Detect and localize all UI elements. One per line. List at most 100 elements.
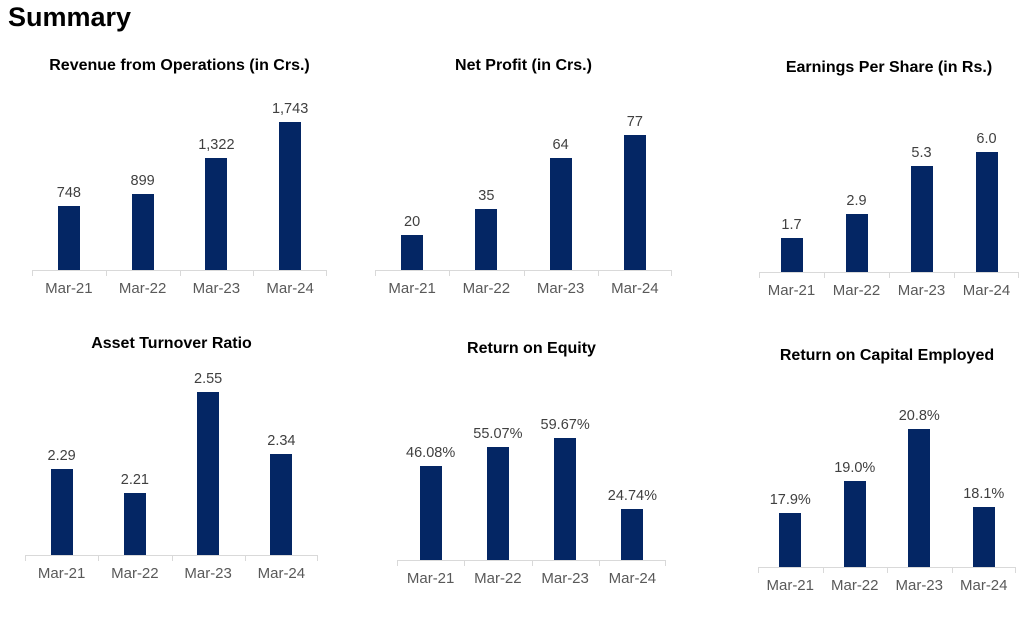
bar <box>57 206 80 270</box>
bar-column: 59.67% <box>532 417 599 560</box>
x-axis-label: Mar-24 <box>611 280 659 297</box>
x-axis-label: Mar-24 <box>959 577 1008 594</box>
plot-area: 17.9% 19.0% 20.8% 18.1% <box>758 375 1017 573</box>
axis-tick <box>597 270 599 276</box>
x-axis-label: Mar-24 <box>608 570 657 587</box>
bar <box>780 238 803 272</box>
bar-value-label: 1.7 <box>781 217 802 233</box>
axis-tick <box>671 270 672 276</box>
bar-value-label: 19.0% <box>834 460 876 476</box>
chart-title: Asset Turnover Ratio <box>91 335 252 352</box>
bar-column: 19.0% <box>823 460 888 567</box>
bar-value-label: 55.07% <box>473 426 523 442</box>
bar <box>50 469 73 555</box>
chart-title: Earnings Per Share (in Rs.) <box>785 59 993 76</box>
bar <box>401 235 424 270</box>
axis-tick <box>179 270 181 276</box>
bar-value-label: 64 <box>552 137 569 153</box>
bar-value-label: 18.1% <box>963 486 1005 502</box>
bar <box>205 158 228 270</box>
bar-column: 46.08% <box>397 445 464 560</box>
axis-tick <box>1015 567 1016 573</box>
bar-column: 55.07% <box>464 426 531 560</box>
x-axis-label: Mar-24 <box>257 565 306 582</box>
axis-tick <box>822 567 824 573</box>
x-axis-label: Mar-21 <box>388 280 436 297</box>
bar-column: 2.34 <box>245 433 318 555</box>
plot-area: 748 899 1,322 1,743 <box>32 85 327 276</box>
chart-asset-turnover-ratio: Asset Turnover Ratio 2.29 2.21 2.55 2.34 Ma… <box>25 335 318 594</box>
x-axis-label: Mar-23 <box>192 280 241 297</box>
chart-title: Return on Capital Employed <box>779 347 995 364</box>
bar <box>197 392 220 555</box>
axis-tick <box>375 270 376 276</box>
x-axis-label: Mar-21 <box>406 570 455 587</box>
bar-column: 6.0 <box>954 131 1019 272</box>
bar-column: 24.74% <box>599 488 666 560</box>
plot-area: 46.08% 55.07% 59.67% 24.74% <box>397 368 666 566</box>
bar-value-label: 1,322 <box>198 137 235 153</box>
bar <box>486 447 509 560</box>
axis-tick <box>1018 272 1019 278</box>
bar <box>549 158 572 270</box>
bar-column: 17.9% <box>758 492 823 567</box>
bar-column: 77 <box>598 114 672 270</box>
bar-value-label: 6.0 <box>976 131 997 147</box>
axis-tick <box>253 270 255 276</box>
bar-column: 64 <box>524 137 598 270</box>
x-axis-label: Mar-21 <box>45 280 93 297</box>
x-axis-label: Mar-24 <box>962 282 1011 299</box>
charts-grid: Revenue from Operations (in Crs.) 748 899… <box>0 57 1032 594</box>
axis-tick <box>758 567 759 573</box>
chart-earnings-per-share: Earnings Per Share (in Rs.) 1.7 2.9 5.3 6.0… <box>759 59 1019 299</box>
x-axis-labels: Mar-21 Mar-22 Mar-23 Mar-24 <box>32 280 327 297</box>
bar <box>270 454 293 555</box>
chart-title: Return on Equity <box>467 340 596 357</box>
axis-tick <box>171 555 173 561</box>
axis-tick <box>25 555 26 561</box>
bar <box>475 209 498 270</box>
bar-value-label: 2.55 <box>194 371 223 387</box>
axis-tick <box>759 272 760 278</box>
plot-area: 2.29 2.21 2.55 2.34 <box>25 363 318 561</box>
bar-value-label: 2.9 <box>846 193 867 209</box>
bar-value-label: 2.29 <box>47 448 76 464</box>
chart-return-on-capital-employed: Return on Capital Employed 17.9% 19.0% 20.… <box>758 347 1016 594</box>
bar-value-label: 46.08% <box>406 445 456 461</box>
bar <box>908 429 931 567</box>
bar-value-label: 20 <box>404 214 421 230</box>
bar-column: 18.1% <box>952 486 1017 567</box>
bar-value-label: 24.74% <box>607 488 657 504</box>
chart-title: Revenue from Operations (in Crs.) <box>49 57 310 74</box>
x-axis-labels: Mar-21 Mar-22 Mar-23 Mar-24 <box>25 565 318 582</box>
bar-column: 2.29 <box>25 448 98 555</box>
bar-column: 899 <box>106 173 180 270</box>
x-axis-label: Mar-22 <box>830 577 879 594</box>
chart-revenue-from-operations: Revenue from Operations (in Crs.) 748 899… <box>32 57 327 299</box>
axis-tick <box>105 270 107 276</box>
bar-column: 2.55 <box>172 371 245 555</box>
x-axis-label: Mar-23 <box>184 565 232 582</box>
bar-value-label: 1,743 <box>271 101 309 117</box>
axis-tick <box>32 270 33 276</box>
bar-column: 748 <box>32 185 106 270</box>
axis-tick <box>598 560 600 566</box>
axis-tick <box>449 270 451 276</box>
axis-tick <box>397 560 398 566</box>
plot-area: 1.7 2.9 5.3 6.0 <box>759 87 1019 278</box>
x-axis-label: Mar-23 <box>897 282 946 299</box>
bar <box>910 166 933 272</box>
x-axis-label: Mar-23 <box>541 570 589 587</box>
bar-column: 35 <box>449 188 523 270</box>
axis-tick <box>665 560 666 566</box>
bar-column: 1.7 <box>759 217 824 272</box>
page-title: Summary <box>8 2 132 32</box>
axis-tick <box>98 555 100 561</box>
x-axis-label: Mar-21 <box>766 577 814 594</box>
bar-column: 2.9 <box>824 193 889 272</box>
axis-tick <box>464 560 466 566</box>
axis-tick <box>317 555 318 561</box>
bar-value-label: 2.21 <box>120 472 149 488</box>
axis-tick <box>889 272 890 278</box>
x-axis-label: Mar-23 <box>895 577 943 594</box>
